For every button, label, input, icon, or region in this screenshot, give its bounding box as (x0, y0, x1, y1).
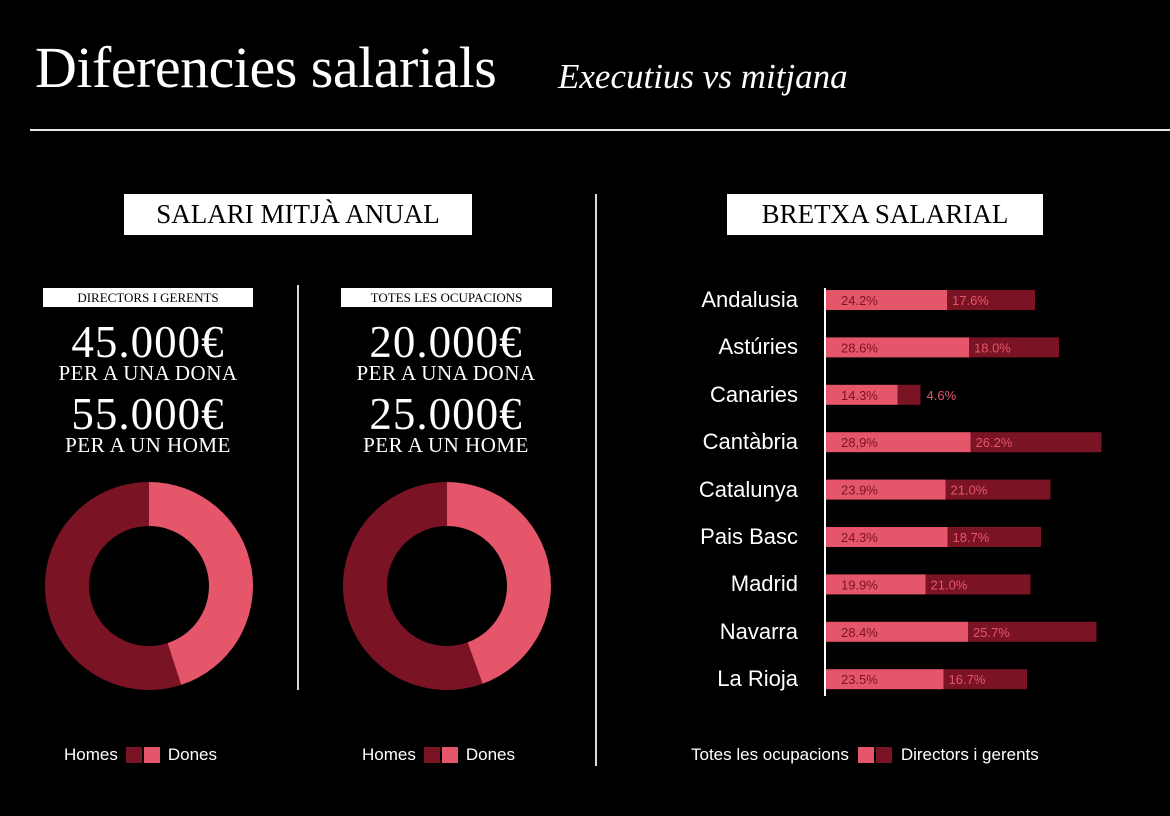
directors-woman-label: PER A UNA DONA (58, 361, 238, 385)
group-label-all-occupations: TOTES LES OCUPACIONS (341, 288, 552, 307)
bar-directors (945, 479, 1051, 500)
all-man-label: PER A UN HOME (363, 433, 529, 457)
bar-directors (970, 432, 1102, 453)
bar-all-occupations (826, 527, 948, 547)
region-label: Pais Basc (700, 524, 798, 549)
region-label: Navarra (719, 618, 798, 644)
bar-all-occupations (826, 669, 944, 690)
bar-directors (943, 669, 1027, 690)
bar-label-directors: 17.6% (952, 293, 989, 308)
bar-label-directors: 26.2% (976, 435, 1013, 450)
region-label: Madrid (730, 571, 798, 597)
donut-slice-homes (45, 482, 182, 690)
group-label-directors: DIRECTORS I GERENTS (43, 288, 253, 307)
region-label: La Rioja (717, 666, 798, 692)
region-label: Astúries (718, 334, 798, 360)
all-woman-salary: 20.000€ (369, 317, 523, 367)
legend-homes-label: Homes (362, 745, 416, 764)
bar-label-directors: 18.0% (974, 340, 1011, 355)
bar-directors (947, 290, 1035, 310)
donut-chart-directors (45, 482, 254, 690)
donut-chart-all-occupations (343, 482, 551, 690)
gap-bar-chart: 24.2% 17.6% 28.6% 18.0% 14.3% 4.6% 28,9% 26.2% 2… (824, 288, 1102, 696)
legend-exec-label: Directors i gerents (900, 745, 1039, 764)
legend-dones-label: Dones (167, 745, 217, 764)
section-divider (595, 194, 597, 766)
donut-slice-homes (343, 482, 483, 690)
legend-directors: Homes Dones (64, 745, 217, 765)
bar-directors (947, 527, 1041, 547)
bar-all-occupations (826, 337, 969, 358)
bar-label-directors: 25.7% (973, 625, 1010, 640)
page-subtitle: Executius vs mitjana (558, 57, 848, 96)
bar-label-directors: 21.0% (951, 483, 988, 498)
bar-label-all-occupations: 23.9% (841, 483, 878, 498)
legend-exec-swatch (875, 747, 892, 763)
bar-label-all-occupations: 19.9% (841, 577, 878, 592)
legend-dones-label: Dones (465, 745, 515, 764)
bar-all-occupations (826, 290, 947, 310)
region-label: Cantàbria (702, 429, 798, 455)
salary-section-heading: SALARI MITJÀ ANUAL (124, 194, 472, 235)
bar-directors (897, 384, 921, 405)
bar-label-all-occupations: 28,9% (841, 435, 878, 450)
legend-all-occupations: Homes Dones (362, 745, 515, 765)
directors-man-salary: 55.000€ (71, 389, 225, 439)
bar-label-all-occupations: 23.5% (841, 672, 878, 687)
gap-section-heading: BRETXA SALARIAL (727, 194, 1043, 235)
all-woman-label: PER A UNA DONA (356, 361, 536, 385)
bar-all-occupations (826, 384, 898, 405)
header-divider (30, 129, 1170, 131)
bar-label-directors: 4.6% (927, 388, 957, 403)
donut-slice-dones (447, 482, 551, 684)
all-man-salary: 25.000€ (369, 389, 523, 439)
gap-legend: Totes les ocupacions Directors i gerents (691, 745, 1039, 765)
bar-all-occupations (826, 574, 926, 595)
legend-dones-swatch (143, 747, 160, 763)
bar-directors (925, 574, 1031, 595)
bar-label-directors: 18.7% (953, 530, 990, 545)
donut-slice-dones (149, 482, 254, 685)
bar-all-occupations (826, 432, 971, 453)
legend-homes-swatch (125, 747, 142, 763)
legend-all-label: Totes les ocupacions (691, 745, 849, 764)
bar-directors (969, 337, 1059, 358)
bar-label-directors: 16.7% (949, 672, 986, 687)
bar-label-all-occupations: 24.3% (841, 530, 878, 545)
directors-woman-salary: 45.000€ (71, 317, 225, 367)
region-label: Andalusia (701, 287, 798, 312)
legend-homes-label: Homes (64, 745, 118, 764)
bar-label-all-occupations: 28.4% (841, 625, 878, 640)
bar-label-all-occupations: 24.2% (841, 293, 878, 308)
bar-all-occupations (826, 479, 946, 500)
bar-directors (968, 621, 1097, 642)
region-label: Catalunya (698, 476, 798, 502)
bar-label-all-occupations: 14.3% (841, 388, 878, 403)
donut-divider (297, 285, 299, 690)
bar-label-directors: 21.0% (931, 577, 968, 592)
region-label: Canaries (709, 381, 798, 407)
legend-dones-swatch (441, 747, 458, 763)
page-title: Diferencies salarials (35, 35, 497, 100)
legend-all-swatch (857, 747, 874, 763)
directors-man-label: PER A UN HOME (65, 433, 231, 457)
bar-all-occupations (826, 621, 968, 642)
bar-label-all-occupations: 28.6% (841, 340, 878, 355)
legend-homes-swatch (423, 747, 440, 763)
